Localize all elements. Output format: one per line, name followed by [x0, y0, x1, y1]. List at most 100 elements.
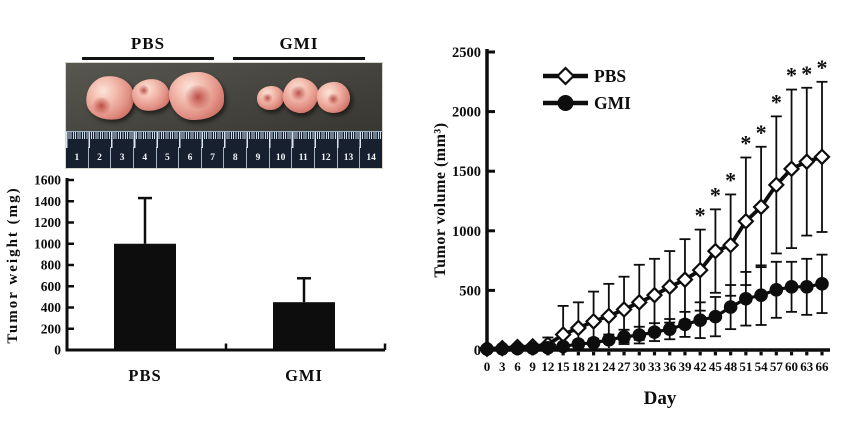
x-tick: [805, 351, 809, 356]
y-tick-label: 1200: [34, 215, 61, 230]
significance-asterisk: *: [771, 89, 782, 114]
marker-open-diamond: [722, 236, 740, 254]
marker-filled-circle: [632, 328, 647, 342]
x-tick: [637, 351, 641, 356]
y-tick-label: 1000: [452, 224, 481, 240]
marker-open-diamond: [782, 160, 801, 178]
x-axis-label: Day: [644, 388, 677, 409]
ruler-number: 5: [155, 147, 179, 168]
x-tick-label: 21: [587, 359, 600, 374]
ruler-number: 13: [336, 147, 360, 168]
tumor-specimen-pbs-1: [83, 72, 137, 124]
marker-filled-circle: [586, 336, 601, 350]
x-tick: [652, 351, 657, 356]
marker-open-diamond: [752, 198, 770, 216]
x-tick: [668, 351, 672, 356]
x-tick-label: 3: [499, 359, 506, 374]
ruler-number: 11: [291, 147, 314, 168]
x-tick-label: 45: [709, 359, 723, 374]
x-tick: [561, 351, 565, 356]
significance-asterisk: *: [786, 63, 797, 88]
marker-filled-circle: [525, 341, 540, 356]
marker-filled-circle: [815, 277, 829, 291]
marker-open-diamond: [676, 271, 694, 289]
x-tick-label: 51: [739, 359, 752, 374]
marker-filled-circle: [678, 317, 692, 332]
marker-filled-circle: [723, 300, 738, 314]
marker-open-diamond: [555, 66, 576, 86]
x-tick-label: 30: [633, 359, 646, 374]
significance-asterisk: *: [740, 130, 751, 155]
y-tick-label: 600: [41, 279, 62, 294]
marker-filled-circle: [571, 337, 586, 351]
x-tick: [591, 351, 596, 356]
marker-open-diamond: [645, 286, 664, 304]
ruler-number: 9: [246, 147, 269, 168]
x-tick-label: 60: [785, 359, 798, 374]
marker-open-diamond: [798, 153, 816, 171]
significance-asterisk: *: [817, 55, 828, 80]
tumor-specimen-gmi-3: [314, 79, 353, 116]
significance-asterisk: *: [801, 61, 812, 86]
bar-chart-root: Tumor weight (mg) 0 200 400 600 800 1000 1200 14…: [5, 173, 387, 385]
x-tick: [607, 351, 611, 356]
ruler-number: 1: [74, 152, 80, 163]
marker-filled-circle: [556, 339, 570, 354]
x-tick-label: 39: [678, 359, 692, 374]
marker-filled-circle: [480, 342, 494, 356]
ruler-number: 4: [132, 147, 156, 168]
tumor-specimen-pbs-2: [130, 77, 172, 113]
ruler: 1 2 3 4 5 6 7 8 9 10 11 12 13 14: [66, 131, 382, 168]
marker-filled-circle: [754, 288, 768, 302]
marker-open-diamond: [630, 293, 648, 311]
y-axis-label: Tumor weight (mg): [5, 186, 21, 343]
y-tick-label: 0: [54, 343, 61, 358]
significance-asterisk: *: [756, 120, 767, 145]
x-tick-label: 24: [602, 359, 616, 374]
bar-pbs: [114, 243, 176, 350]
marker-filled-circle: [662, 322, 677, 336]
legend-label: PBS: [594, 66, 626, 86]
y-tick-label: 1500: [452, 164, 481, 180]
x-tick-label: 48: [724, 359, 738, 374]
significance-asterisk: *: [710, 182, 721, 207]
x-tick: [729, 351, 733, 356]
y-tick-label: 200: [41, 321, 62, 336]
significance-asterisk: *: [725, 167, 736, 192]
x-category-label: GMI: [285, 366, 323, 385]
tumor-specimen-gmi-1: [257, 86, 284, 110]
y-tick-label: 2500: [452, 45, 481, 61]
y-tick-label: 800: [41, 258, 62, 273]
y-tick-label: 0: [474, 343, 481, 359]
y-tick-label: 400: [41, 300, 62, 315]
x-tick-label: 57: [770, 359, 784, 374]
ruler-number: 10: [268, 147, 292, 168]
marker-filled-circle: [769, 283, 784, 297]
marker-filled-circle: [784, 280, 799, 294]
y-tick-label: 1400: [34, 194, 61, 209]
marker-open-diamond: [661, 278, 679, 296]
marker-filled-circle: [647, 325, 662, 339]
x-tick-label: 27: [618, 359, 632, 374]
marker-open-diamond: [767, 176, 785, 194]
marker-open-diamond: [706, 242, 724, 260]
x-tick: [622, 351, 626, 356]
ruler-number: 8: [223, 147, 246, 168]
y-tick-label: 2000: [452, 105, 481, 121]
x-tick: [759, 351, 763, 356]
y-tick-label: 1000: [34, 236, 61, 251]
marker-filled-circle: [693, 313, 707, 328]
x-tick: [576, 351, 580, 356]
marker-open-diamond: [569, 319, 587, 337]
marker-filled-circle: [617, 330, 631, 344]
x-tick: [683, 351, 687, 356]
marker-filled-circle: [557, 95, 574, 111]
marker-open-diamond: [600, 307, 618, 325]
ruler-numbers: 1 2 3 4 5 6 7 8 9 10 11 12 13 14: [66, 147, 382, 168]
ruler-number: 12: [314, 147, 337, 168]
x-tick-label: 0: [484, 359, 491, 374]
x-tick: [774, 351, 778, 356]
